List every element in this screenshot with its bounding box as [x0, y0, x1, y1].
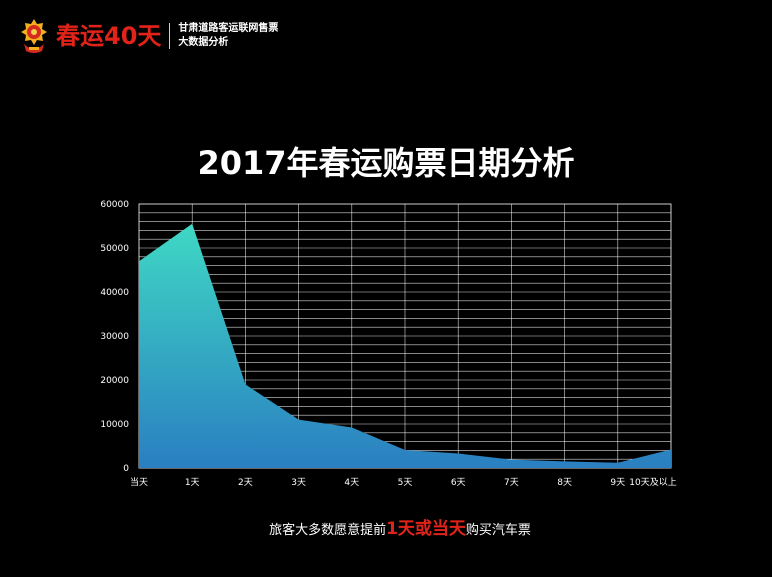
caption: 旅客大多数愿意提前1天或当天购买汽车票 — [14, 514, 772, 539]
brand-title: 春运40天 — [56, 22, 162, 50]
chart-title: 2017年春运购票日期分析 — [197, 144, 575, 182]
x-tick-label: 当天 — [130, 476, 148, 488]
x-tick-label: 5天 — [398, 478, 413, 488]
y-tick-label: 40000 — [100, 288, 129, 298]
area-series — [138, 223, 672, 468]
emblem-icon — [21, 19, 47, 53]
x-tick-label: 1天 — [185, 478, 200, 488]
header: 春运40天 甘肃道路客运联网售票 大数据分析 — [20, 14, 278, 58]
caption-highlight: 1天或当天 — [386, 519, 466, 539]
x-tick-label: 3天 — [291, 478, 306, 488]
x-tick-label: 4天 — [344, 478, 359, 488]
x-tick-label: 7天 — [504, 478, 519, 488]
axes: 0 10000 20000 30000 40000 50000 60000 当天 1天 2天 3天 4… — [100, 200, 676, 488]
x-tick-label: 2天 — [238, 478, 253, 488]
y-tick-label: 0 — [123, 464, 129, 474]
y-tick-label: 10000 — [100, 420, 129, 430]
y-tick-label: 30000 — [100, 332, 129, 342]
header-divider — [169, 23, 171, 49]
header-subtitle: 甘肃道路客运联网售票 大数据分析 — [178, 22, 278, 50]
subtitle-line-2: 大数据分析 — [178, 37, 229, 48]
caption-suffix: 购买汽车票 — [465, 523, 531, 538]
x-tick-label: 10天及以上 — [629, 477, 676, 488]
y-tick-label: 20000 — [100, 376, 129, 386]
x-tick-label: 9天 — [610, 478, 625, 488]
subtitle-line-1: 甘肃道路客运联网售票 — [178, 23, 279, 34]
x-tick-label: 8天 — [557, 478, 572, 488]
area-fill — [139, 223, 671, 468]
y-tick-label: 60000 — [100, 200, 129, 210]
x-tick-label: 6天 — [451, 478, 466, 488]
y-tick-label: 50000 — [100, 244, 129, 254]
caption-prefix: 旅客大多数愿意提前 — [269, 523, 387, 538]
